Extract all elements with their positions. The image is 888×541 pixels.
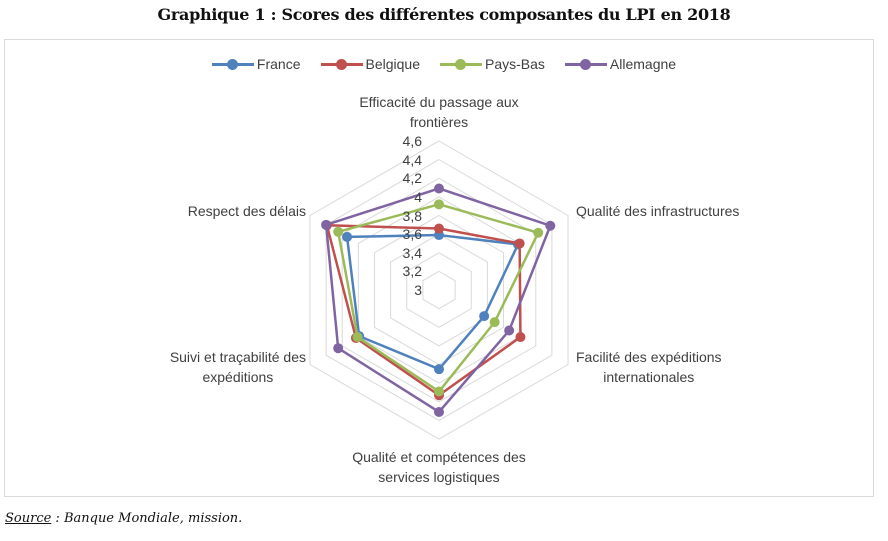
tick-label: 3,4: [402, 244, 422, 261]
grid-ring: [422, 270, 456, 310]
axis-label: Suivi et traçabilité des expéditions: [170, 347, 306, 387]
source-label: Source: [5, 511, 52, 526]
legend-marker-icon: [440, 57, 482, 71]
tick-label: 4,6: [402, 133, 422, 149]
tick-label: 4: [414, 188, 422, 205]
tick-label: 3: [414, 282, 422, 298]
axis-label-line: Efficacité du passage aux: [359, 94, 519, 110]
chart-area: [4, 39, 874, 497]
axis-label-line: Respect des délais: [187, 203, 306, 219]
axis-label-line: Qualité des infrastructures: [576, 203, 740, 219]
data-point-allemagne: [333, 343, 344, 354]
series-line-allemagne: [324, 187, 552, 414]
legend-label: Pays-Bas: [485, 56, 545, 72]
data-point-pays-bas: [434, 386, 444, 397]
axis-label: Respect des délais: [188, 201, 306, 221]
legend-marker-icon: [320, 57, 363, 71]
grid-ring: [390, 233, 488, 347]
legend: France Belgique Pays-Bas Allemagne: [0, 56, 888, 72]
grid-ring: [406, 252, 472, 328]
data-point-allemagne: [545, 220, 556, 231]
data-point-pays-bas: [352, 332, 363, 343]
tick-label: 4,4: [402, 151, 422, 168]
tick-label: 3,2: [402, 263, 422, 280]
data-point-allemagne: [434, 183, 444, 194]
data-point-france: [479, 311, 490, 322]
legend-item-pays-bas[interactable]: Pays-Bas: [440, 56, 545, 72]
axis-label-line: Facilité des expéditions: [576, 349, 722, 365]
axis-label-line: Suivi et traçabilité des: [169, 349, 306, 365]
axis-label-line: Qualité et compétences des: [352, 449, 526, 465]
source-note: Source : Banque Mondiale, mission.: [5, 511, 242, 526]
data-point-allemagne: [321, 219, 332, 230]
tick-label: 3,8: [402, 207, 422, 224]
legend-label: Allemagne: [609, 56, 677, 72]
axis-label: Qualité des infrastructures: [576, 201, 739, 221]
axis-label-line: services logistiques: [378, 469, 500, 485]
legend-item-allemagne[interactable]: Allemagne: [564, 56, 677, 72]
axis-label: Facilité des expéditions internationales: [576, 347, 722, 387]
data-point-pays-bas: [333, 226, 344, 237]
grid-ring: [325, 159, 553, 421]
legend-item-france[interactable]: France: [211, 56, 301, 72]
data-point-belgique: [514, 238, 525, 249]
grid-ring: [309, 140, 569, 440]
data-point-france: [342, 231, 353, 242]
legend-label: France: [256, 56, 301, 72]
axis-label-line: internationales: [603, 369, 695, 385]
tick-label: 3,6: [402, 226, 422, 243]
axis-label: Qualité et compétences des services logis…: [352, 447, 526, 487]
axis-label-line: frontières: [409, 114, 469, 130]
data-point-allemagne: [434, 406, 444, 417]
legend-marker-icon: [211, 57, 254, 71]
data-point-france: [434, 364, 444, 375]
axis-label: Efficacité du passage aux frontières: [359, 92, 518, 132]
data-point-allemagne: [504, 325, 515, 336]
data-point-pays-bas: [434, 199, 444, 210]
data-point-belgique: [434, 223, 444, 234]
source-text: : Banque Mondiale, mission.: [51, 511, 243, 526]
data-point-pays-bas: [533, 227, 544, 238]
axis-label-line: expéditions: [202, 369, 274, 385]
legend-label: Belgique: [365, 56, 421, 72]
legend-marker-icon: [564, 57, 607, 71]
tick-label: 4,2: [402, 170, 422, 187]
data-point-belgique: [515, 332, 526, 343]
data-point-pays-bas: [489, 317, 500, 328]
legend-item-belgique[interactable]: Belgique: [320, 56, 421, 72]
chart-title: Graphique 1 : Scores des différentes com…: [157, 5, 731, 24]
